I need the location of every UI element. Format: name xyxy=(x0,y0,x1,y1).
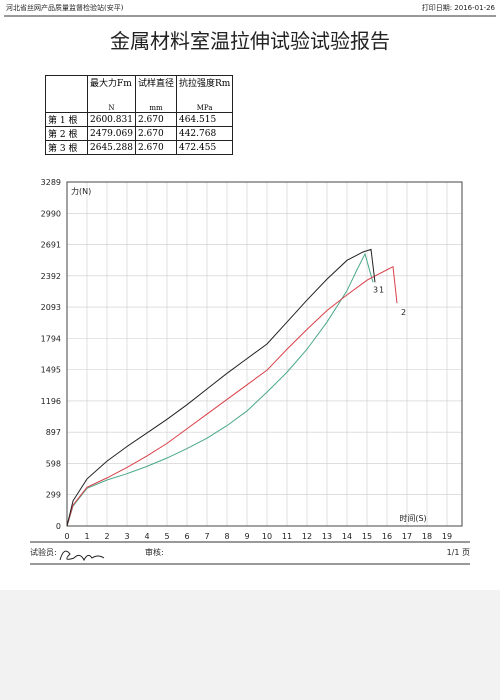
table-cell: 464.515 xyxy=(175,112,234,127)
plot-frame xyxy=(66,181,463,527)
column-title: 最大力Fm xyxy=(87,75,136,94)
table-cell: 2.670 xyxy=(134,126,177,141)
table-cell: 2645.288 xyxy=(87,140,136,155)
x-tick-label: 19 xyxy=(442,532,452,541)
column-unit: MPa xyxy=(175,94,234,113)
reviewer: 审核: xyxy=(145,547,164,557)
force-curve xyxy=(66,265,398,527)
column-title: 抗拉强度Rm xyxy=(175,75,234,94)
y-tick-label: 598 xyxy=(46,459,61,468)
x-tick-label: 18 xyxy=(422,532,432,541)
x-tick-label: 9 xyxy=(244,532,249,541)
y-tick-label: 1196 xyxy=(41,397,61,406)
y-tick-label: 2691 xyxy=(41,241,61,250)
curve-label: 2 xyxy=(401,308,406,317)
x-tick-label: 12 xyxy=(302,532,312,541)
x-axis-title: 时间(S) xyxy=(399,513,426,523)
x-tick-label: 5 xyxy=(164,532,169,541)
table-cell: 442.768 xyxy=(175,126,234,141)
x-tick-label: 16 xyxy=(382,532,392,541)
y-tick-label: 2392 xyxy=(41,272,61,281)
x-tick-label: 11 xyxy=(282,532,292,541)
y-tick-label: 1794 xyxy=(41,334,61,343)
scan-margin xyxy=(0,590,500,700)
force-curve xyxy=(66,252,374,527)
x-tick-label: 8 xyxy=(224,532,229,541)
curve-label: 3 xyxy=(373,285,378,294)
table-cell: 2600.831 xyxy=(87,112,136,127)
x-tick-label: 3 xyxy=(124,532,129,541)
x-tick-label: 0 xyxy=(64,532,69,541)
column-unit: N xyxy=(87,94,136,113)
y-tick-label: 299 xyxy=(46,491,61,500)
y-tick-label: 0 xyxy=(56,522,61,531)
page-number: 1/1 页 xyxy=(447,548,470,557)
column-title: 试样直径 xyxy=(134,75,177,94)
row-label: 第 1 根 xyxy=(45,112,88,127)
tester: 试验员: xyxy=(30,547,57,557)
row-label: 第 2 根 xyxy=(45,126,88,141)
table-cell: 2.670 xyxy=(134,140,177,155)
chart: 0299598897119614951794209323922691299032… xyxy=(41,178,463,541)
x-tick-label: 17 xyxy=(402,532,412,541)
table-cell: 472.455 xyxy=(175,140,234,155)
force-curve xyxy=(66,248,376,527)
corner-cell xyxy=(45,75,88,113)
row-label: 第 3 根 xyxy=(45,140,88,155)
x-tick-label: 10 xyxy=(262,532,272,541)
print-date: 打印日期: 2016-01-26 xyxy=(422,3,496,12)
column-unit: mm xyxy=(134,94,177,113)
x-tick-label: 4 xyxy=(144,532,149,541)
x-tick-label: 13 xyxy=(322,532,332,541)
y-tick-label: 3289 xyxy=(41,178,61,187)
y-tick-label: 1495 xyxy=(41,366,61,375)
table-cell: 2.670 xyxy=(134,112,177,127)
signature xyxy=(59,550,105,562)
org: 河北省丝网产品质量监督检验站(安平) xyxy=(6,3,124,12)
y-tick-label: 2990 xyxy=(41,209,61,218)
y-axis-title: 力(N) xyxy=(71,186,91,196)
x-tick-label: 6 xyxy=(184,532,189,541)
x-tick-label: 7 xyxy=(204,532,209,541)
x-tick-label: 1 xyxy=(84,532,89,541)
table-cell: 2479.069 xyxy=(87,126,136,141)
y-tick-label: 897 xyxy=(46,428,61,437)
curve-label: 1 xyxy=(379,285,384,294)
y-tick-label: 2093 xyxy=(41,303,61,312)
title: 金属材料室温拉伸试验试验报告 xyxy=(110,29,390,53)
x-tick-label: 15 xyxy=(362,532,372,541)
x-tick-label: 14 xyxy=(342,532,352,541)
x-tick-label: 2 xyxy=(104,532,109,541)
